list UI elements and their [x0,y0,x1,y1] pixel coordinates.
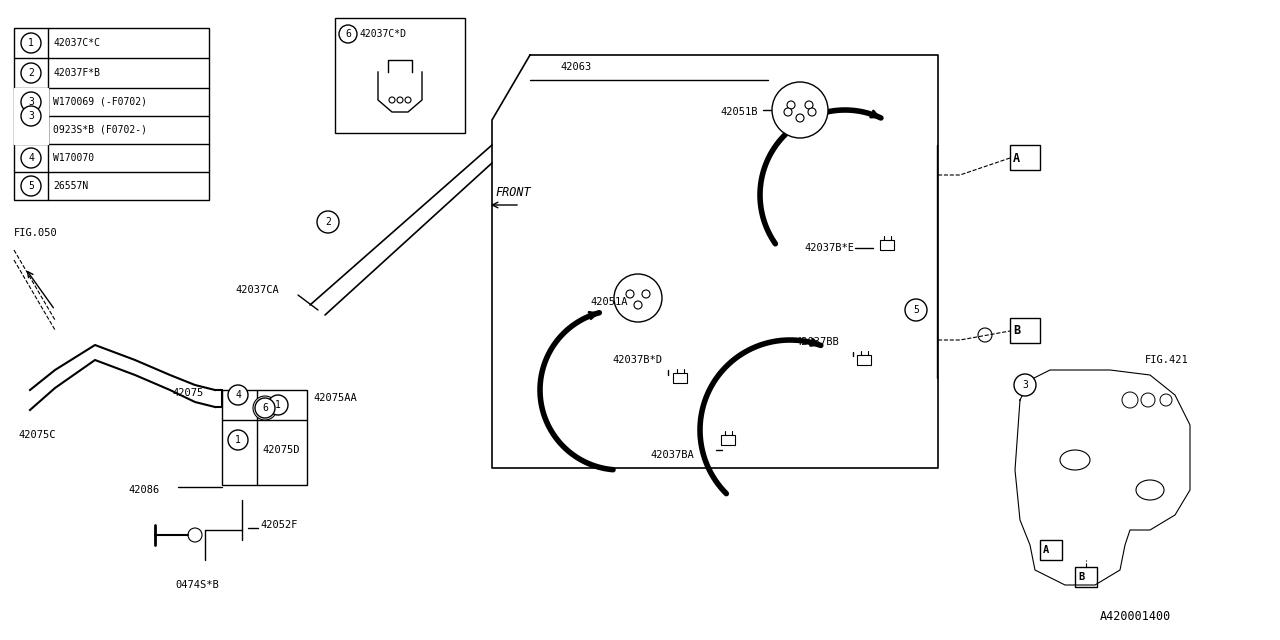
Ellipse shape [1060,450,1091,470]
Text: 42037C*C: 42037C*C [52,38,100,48]
Text: 42037BB: 42037BB [795,337,838,347]
Text: 26557N: 26557N [52,181,88,191]
Circle shape [268,395,288,415]
Text: 42037B*D: 42037B*D [612,355,662,365]
Text: W170070: W170070 [52,153,95,163]
Text: 5: 5 [28,181,35,191]
Circle shape [772,82,828,138]
Text: 0474S*B: 0474S*B [175,580,219,590]
Text: 0923S*B (F0702-): 0923S*B (F0702-) [52,125,147,135]
Ellipse shape [1137,480,1164,500]
Text: A420001400: A420001400 [1100,611,1171,623]
Bar [721,435,735,445]
Text: 42063: 42063 [561,62,591,72]
Circle shape [20,148,41,168]
Bar [14,28,209,200]
Circle shape [255,398,275,418]
Text: 42037CA: 42037CA [236,285,279,295]
Circle shape [1140,393,1155,407]
Circle shape [978,328,992,342]
Text: 42051B: 42051B [719,107,758,117]
Text: 3: 3 [28,97,35,107]
Circle shape [805,101,813,109]
Bar [1010,318,1039,343]
Text: 42037BA: 42037BA [650,450,694,460]
Text: 3: 3 [28,111,35,121]
Circle shape [905,299,927,321]
Text: 1: 1 [28,38,35,48]
Text: FRONT: FRONT [495,186,531,198]
Circle shape [634,301,643,309]
Bar [858,355,870,365]
Circle shape [20,176,41,196]
Circle shape [614,274,662,322]
Bar [1075,567,1097,587]
Text: 2: 2 [325,217,332,227]
Text: 4: 4 [236,390,241,400]
Bar [1039,540,1062,560]
Bar [221,390,307,485]
Text: 42075D: 42075D [262,445,300,455]
Text: 1: 1 [275,400,280,410]
Circle shape [20,92,41,112]
Circle shape [20,106,41,126]
Text: 42037B*E: 42037B*E [804,243,854,253]
Bar [673,373,687,383]
Circle shape [20,33,41,53]
Bar [14,88,49,144]
Text: B: B [1012,324,1020,337]
Text: 42086: 42086 [128,485,159,495]
Circle shape [253,396,276,420]
Circle shape [808,108,817,116]
Text: B: B [1078,572,1084,582]
Text: FIG.050: FIG.050 [14,228,58,238]
Circle shape [389,97,396,103]
Text: 2: 2 [28,68,35,78]
Circle shape [188,528,202,542]
Circle shape [339,25,357,43]
Circle shape [626,290,634,298]
Circle shape [796,114,804,122]
Circle shape [397,97,403,103]
Bar [881,241,893,250]
Circle shape [228,430,248,450]
Text: FIG.421: FIG.421 [1146,355,1189,365]
Text: 42037C*D: 42037C*D [358,29,406,39]
Text: 42052F: 42052F [260,520,297,530]
Text: 1: 1 [236,435,241,445]
Circle shape [20,63,41,83]
Circle shape [1160,394,1172,406]
Text: 6: 6 [255,403,261,413]
Circle shape [1014,374,1036,396]
Text: 4: 4 [28,153,35,163]
Text: 5: 5 [913,305,919,315]
Text: 42037F*B: 42037F*B [52,68,100,78]
Circle shape [1123,392,1138,408]
Circle shape [787,101,795,109]
Text: W170069 (-F0702): W170069 (-F0702) [52,97,147,107]
Bar [1010,145,1039,170]
Circle shape [783,108,792,116]
Circle shape [228,385,248,405]
Text: 42051A: 42051A [590,297,627,307]
Text: 3: 3 [1021,380,1028,390]
Text: 42075: 42075 [172,388,204,398]
Text: A: A [1012,152,1020,164]
Circle shape [404,97,411,103]
Bar [335,18,465,133]
Text: 6: 6 [262,403,268,413]
Circle shape [317,211,339,233]
Text: 42075AA: 42075AA [314,393,357,403]
Text: 6: 6 [346,29,351,39]
Circle shape [643,290,650,298]
Text: 42075C: 42075C [18,430,55,440]
Text: A: A [1043,545,1050,555]
